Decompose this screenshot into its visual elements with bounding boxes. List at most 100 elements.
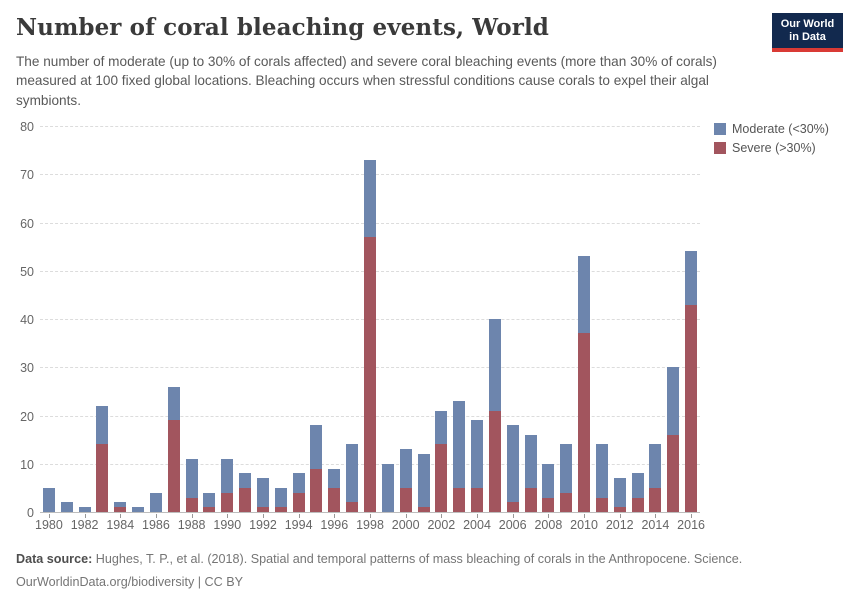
bar-1996-severe[interactable] bbox=[328, 487, 341, 512]
bar-2009-moderate[interactable] bbox=[560, 444, 573, 493]
bar-column-1993[interactable] bbox=[272, 126, 290, 512]
bar-2016-moderate[interactable] bbox=[685, 251, 698, 305]
bar-2001-severe[interactable] bbox=[417, 507, 430, 512]
bar-column-2000[interactable] bbox=[397, 126, 415, 512]
bar-1994-severe[interactable] bbox=[292, 492, 305, 512]
bar-column-1985[interactable] bbox=[129, 126, 147, 512]
bar-2012-severe[interactable] bbox=[613, 507, 626, 512]
bar-column-2005[interactable] bbox=[486, 126, 504, 512]
bar-column-1992[interactable] bbox=[254, 126, 272, 512]
bar-1985-moderate[interactable] bbox=[132, 507, 145, 512]
bar-column-1981[interactable] bbox=[58, 126, 76, 512]
bar-2002-severe[interactable] bbox=[435, 444, 448, 512]
bar-column-1986[interactable] bbox=[147, 126, 165, 512]
legend-item-moderate[interactable]: Moderate (<30%) bbox=[714, 122, 846, 136]
bar-2010-moderate[interactable] bbox=[578, 256, 591, 334]
bar-2013-moderate[interactable] bbox=[631, 473, 644, 498]
bar-2000-severe[interactable] bbox=[399, 487, 412, 512]
bar-column-1999[interactable] bbox=[379, 126, 397, 512]
bar-2014-severe[interactable] bbox=[649, 487, 662, 512]
bar-column-2012[interactable] bbox=[611, 126, 629, 512]
bar-column-1990[interactable] bbox=[218, 126, 236, 512]
bar-1984-severe[interactable] bbox=[114, 507, 127, 512]
bar-column-2010[interactable] bbox=[575, 126, 593, 512]
bar-1988-severe[interactable] bbox=[185, 497, 198, 512]
bar-2003-severe[interactable] bbox=[453, 487, 466, 512]
bar-2003-moderate[interactable] bbox=[453, 401, 466, 488]
bar-column-1988[interactable] bbox=[183, 126, 201, 512]
bar-1983-moderate[interactable] bbox=[96, 405, 109, 445]
bar-1989-severe[interactable] bbox=[203, 507, 216, 512]
bar-column-1982[interactable] bbox=[76, 126, 94, 512]
legend-item-severe[interactable]: Severe (>30%) bbox=[714, 141, 846, 155]
bar-2013-severe[interactable] bbox=[631, 497, 644, 512]
bar-column-1980[interactable] bbox=[40, 126, 58, 512]
bar-1990-moderate[interactable] bbox=[221, 458, 234, 493]
bar-1982-moderate[interactable] bbox=[78, 507, 91, 512]
bar-column-1998[interactable] bbox=[361, 126, 379, 512]
bar-column-1983[interactable] bbox=[94, 126, 112, 512]
bar-1995-moderate[interactable] bbox=[310, 425, 323, 469]
bar-2011-severe[interactable] bbox=[595, 497, 608, 512]
bar-2000-moderate[interactable] bbox=[399, 449, 412, 488]
bar-2004-severe[interactable] bbox=[471, 487, 483, 512]
bar-1989-moderate[interactable] bbox=[203, 492, 216, 508]
bar-1999-moderate[interactable] bbox=[381, 463, 394, 512]
bar-1987-severe[interactable] bbox=[167, 420, 180, 512]
bar-2012-moderate[interactable] bbox=[613, 478, 626, 508]
bar-1992-severe[interactable] bbox=[256, 507, 269, 512]
bar-2011-moderate[interactable] bbox=[595, 444, 608, 498]
bar-column-2015[interactable] bbox=[664, 126, 682, 512]
bar-2002-moderate[interactable] bbox=[435, 410, 448, 445]
bar-1987-moderate[interactable] bbox=[167, 386, 180, 421]
bar-2016-severe[interactable] bbox=[685, 304, 698, 512]
bar-column-2001[interactable] bbox=[415, 126, 433, 512]
bar-column-2014[interactable] bbox=[646, 126, 664, 512]
bar-column-1996[interactable] bbox=[325, 126, 343, 512]
bar-column-2003[interactable] bbox=[450, 126, 468, 512]
bar-column-2011[interactable] bbox=[593, 126, 611, 512]
bar-column-2007[interactable] bbox=[522, 126, 540, 512]
bar-column-2006[interactable] bbox=[504, 126, 522, 512]
bar-1998-moderate[interactable] bbox=[363, 159, 376, 237]
bar-2001-moderate[interactable] bbox=[417, 454, 430, 508]
bar-2007-severe[interactable] bbox=[524, 487, 537, 512]
bar-1995-severe[interactable] bbox=[310, 468, 323, 512]
bar-1994-moderate[interactable] bbox=[292, 473, 305, 493]
bar-column-1997[interactable] bbox=[343, 126, 361, 512]
bar-2004-moderate[interactable] bbox=[471, 420, 483, 488]
bar-column-1984[interactable] bbox=[111, 126, 129, 512]
bar-2007-moderate[interactable] bbox=[524, 434, 537, 488]
bar-1993-moderate[interactable] bbox=[274, 487, 287, 508]
bar-1996-moderate[interactable] bbox=[328, 468, 341, 488]
owid-logo[interactable]: Our World in Data bbox=[772, 13, 843, 52]
bar-1983-severe[interactable] bbox=[96, 444, 109, 512]
bar-2006-moderate[interactable] bbox=[506, 425, 519, 503]
bar-1993-severe[interactable] bbox=[274, 507, 287, 512]
bar-column-2004[interactable] bbox=[468, 126, 486, 512]
bar-1981-moderate[interactable] bbox=[60, 502, 73, 512]
bar-1991-moderate[interactable] bbox=[239, 473, 252, 488]
bar-column-1995[interactable] bbox=[308, 126, 326, 512]
bar-2015-severe[interactable] bbox=[667, 434, 680, 512]
bar-column-2016[interactable] bbox=[682, 126, 700, 512]
bar-column-1994[interactable] bbox=[290, 126, 308, 512]
bar-1986-moderate[interactable] bbox=[149, 492, 162, 512]
bar-2005-moderate[interactable] bbox=[488, 319, 501, 411]
bar-column-2013[interactable] bbox=[629, 126, 647, 512]
bar-1997-moderate[interactable] bbox=[346, 444, 359, 503]
bar-1984-moderate[interactable] bbox=[114, 502, 127, 508]
bar-1980-moderate[interactable] bbox=[42, 487, 55, 512]
owid-biodiversity-link[interactable]: OurWorldinData.org/biodiversity bbox=[16, 575, 195, 590]
bar-1988-moderate[interactable] bbox=[185, 458, 198, 498]
bar-2015-moderate[interactable] bbox=[667, 367, 680, 435]
bar-2005-severe[interactable] bbox=[488, 410, 501, 512]
bar-column-1989[interactable] bbox=[201, 126, 219, 512]
bar-1990-severe[interactable] bbox=[221, 492, 234, 512]
bar-2008-moderate[interactable] bbox=[542, 463, 555, 498]
bar-1997-severe[interactable] bbox=[346, 502, 359, 512]
bar-2014-moderate[interactable] bbox=[649, 444, 662, 488]
bar-column-2009[interactable] bbox=[557, 126, 575, 512]
bar-2006-severe[interactable] bbox=[506, 502, 519, 512]
bar-1991-severe[interactable] bbox=[239, 487, 252, 512]
